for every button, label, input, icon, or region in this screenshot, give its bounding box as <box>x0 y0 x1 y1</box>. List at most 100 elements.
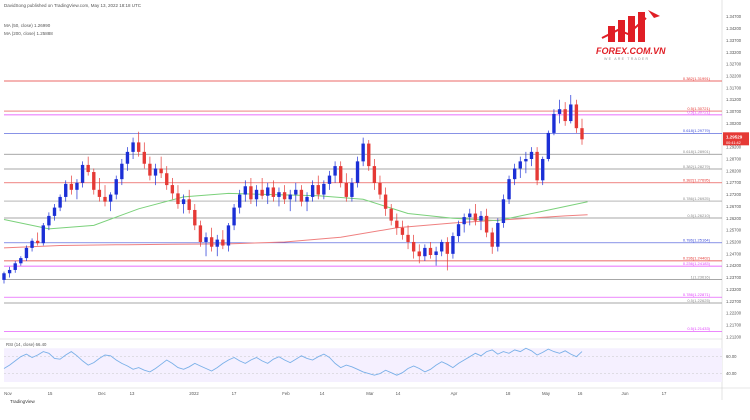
fib-level-label: 0.5(1.30721) <box>687 106 710 111</box>
candle-body <box>327 175 332 184</box>
fib-level-label: 0.786(1.25164) <box>683 238 711 243</box>
candle-body <box>507 179 511 200</box>
ma200-line <box>3 214 588 249</box>
candle-body <box>181 199 186 205</box>
candle-body <box>535 151 539 181</box>
candle-body <box>47 215 51 226</box>
rsi-panel: 60.00 40.00 RSI (14, close) 66.40 <box>3 342 737 382</box>
fib-levels: 0.382(1.31991) 0.5(1.30721)0.5(1.30721) 0.… <box>4 76 722 332</box>
candle-body <box>24 247 29 259</box>
candle-body <box>361 143 365 162</box>
candle-body <box>35 240 40 244</box>
candle-body <box>339 166 343 183</box>
candle-body <box>557 109 562 114</box>
candle-body <box>243 186 247 195</box>
candle-body <box>445 241 450 254</box>
candle-body <box>310 185 315 197</box>
candle-body <box>260 189 264 196</box>
candle-body <box>372 166 377 183</box>
candle-body <box>13 263 17 270</box>
candle-body <box>238 194 242 208</box>
candle-body <box>299 189 304 202</box>
candle-body <box>30 240 34 248</box>
candle-body <box>322 183 326 195</box>
price-tick-label: 1.23200 <box>726 287 742 292</box>
price-tick-label: 1.21200 <box>726 334 742 339</box>
candle-body <box>518 161 522 169</box>
candle-body <box>153 168 158 176</box>
candle-body <box>316 185 320 195</box>
candle-body <box>19 258 23 264</box>
candle-body <box>406 234 410 242</box>
publisher-line: DavidSong published on TradingView.com, … <box>4 3 141 8</box>
time-tick-label: Feb <box>282 391 290 396</box>
candle-body <box>75 182 79 190</box>
candle-body <box>451 236 455 254</box>
logo-tagline: WE ARE TRADER <box>604 57 650 61</box>
candle-body <box>103 196 107 202</box>
candle-body <box>282 192 287 200</box>
fib-level-label: 0.5(1.26210) <box>687 213 710 218</box>
fib-level-label: 1(1.23616) <box>691 274 711 279</box>
candle-body <box>58 196 62 208</box>
candle-body <box>400 227 405 235</box>
candle-body <box>277 192 281 197</box>
price-tick-label: 1.27200 <box>726 192 742 197</box>
price-tick-label: 1.23700 <box>726 275 742 280</box>
candle-body <box>41 225 45 244</box>
candle-body <box>479 215 483 221</box>
candle-body <box>114 179 118 195</box>
candle-body <box>294 189 298 195</box>
price-tick-label: 1.25700 <box>726 228 742 233</box>
candle-body <box>249 186 253 200</box>
rsi-band <box>4 348 722 382</box>
candle-body <box>378 182 382 195</box>
ma50-label: MA (50, close) 1.26990 <box>4 23 51 28</box>
price-tick-label: 1.29200 <box>726 145 742 150</box>
price-tick-label: 1.22700 <box>726 299 742 304</box>
candle-body <box>7 269 12 274</box>
price-tick-label: 1.24700 <box>726 251 742 256</box>
candle-body <box>131 142 135 152</box>
price-tick-label: 1.32200 <box>726 74 742 79</box>
fib-level-label: 0.618(1.29779) <box>683 128 711 133</box>
logo-name: FOREX.COM.VN <box>596 46 666 56</box>
price-tick-label: 1.33200 <box>726 50 742 55</box>
candle-body <box>546 132 551 159</box>
price-tick-label: 1.34700 <box>726 14 742 19</box>
current-price-value: 1.29529 <box>726 134 743 139</box>
price-tick-label: 1.32700 <box>726 62 742 67</box>
candle-body <box>456 224 461 237</box>
time-tick-label: Jun <box>622 391 630 396</box>
price-tick-label: 1.27700 <box>726 180 742 185</box>
candle-body <box>136 142 141 152</box>
candle-body <box>159 168 163 174</box>
candle-body <box>434 251 438 256</box>
fib-level-label: 0.5(1.21433) <box>687 326 710 331</box>
candle-body <box>80 164 85 183</box>
time-tick-label: Apr <box>451 391 458 396</box>
price-tick-label: 1.22200 <box>726 311 742 316</box>
candle-body <box>462 217 466 225</box>
candle-body <box>215 239 219 247</box>
rsi-label: RSI (14, close) 66.40 <box>6 342 47 347</box>
time-tick-label: Dec <box>98 391 106 396</box>
time-tick-label: 16 <box>578 391 583 396</box>
candle-body <box>193 209 197 226</box>
time-tick-label: 15 <box>48 391 53 396</box>
price-tick-label: 1.33700 <box>726 38 742 43</box>
candle-body <box>383 194 388 209</box>
candle-body <box>187 199 191 210</box>
candle-body <box>64 183 68 197</box>
candle-body <box>529 151 534 159</box>
candle-body <box>512 168 517 180</box>
candle-body <box>468 213 472 218</box>
candle-body <box>580 128 584 140</box>
price-tick-label: 1.26200 <box>726 216 742 221</box>
grid <box>0 0 750 400</box>
bull-chart-icon <box>601 10 660 42</box>
candle-body <box>473 213 478 221</box>
candle-body <box>355 161 360 183</box>
candle-body <box>333 166 337 176</box>
candle-body <box>344 182 348 197</box>
